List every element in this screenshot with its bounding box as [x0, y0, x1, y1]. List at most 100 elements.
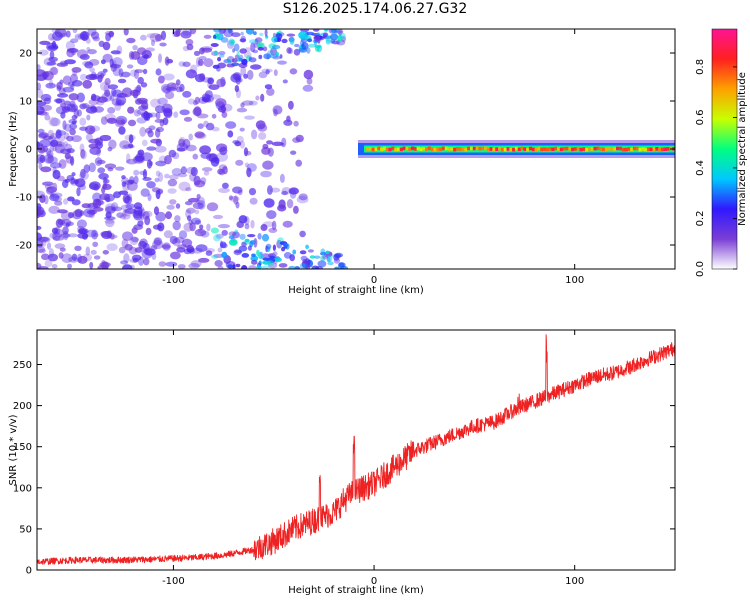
noise-blob	[167, 188, 177, 194]
noise-blob	[56, 85, 62, 92]
noise-blob	[64, 104, 76, 111]
edge-blob	[256, 42, 265, 48]
noise-blob	[101, 260, 106, 265]
edge-blob	[305, 244, 309, 250]
noise-blob	[183, 116, 193, 122]
noise-blob	[158, 155, 167, 164]
edge-blob	[240, 31, 244, 36]
edge-blob	[312, 29, 320, 32]
noise-blob	[80, 168, 86, 179]
noise-blob	[85, 246, 91, 256]
edge-blob	[252, 49, 259, 54]
signal-cell	[557, 147, 561, 151]
noise-blob	[54, 98, 65, 103]
noise-blob	[157, 222, 165, 232]
noise-blob	[39, 139, 51, 148]
noise-blob	[190, 260, 202, 268]
noise-blob	[83, 164, 91, 173]
noise-blob	[137, 56, 148, 66]
edge-blob	[283, 252, 292, 259]
noise-blob	[80, 73, 87, 81]
noise-blob	[212, 214, 224, 220]
signal-cell	[551, 147, 555, 152]
noise-blob	[194, 209, 200, 215]
noise-blob	[104, 31, 115, 36]
noise-blob	[230, 32, 241, 38]
signal-cell	[624, 147, 628, 152]
noise-blob	[193, 50, 201, 57]
noise-blob	[293, 205, 299, 214]
noise-blob	[178, 61, 186, 67]
noise-blob	[66, 148, 75, 154]
noise-blob	[170, 251, 181, 260]
noise-blob	[40, 166, 52, 173]
signal-cell	[396, 147, 401, 152]
signal-cell	[455, 147, 460, 151]
noise-blob	[126, 37, 136, 44]
edge-blob	[228, 231, 237, 237]
noise-blob	[154, 145, 167, 153]
noise-blob	[74, 245, 82, 251]
noise-blob	[72, 29, 78, 34]
noise-blob	[293, 120, 299, 127]
noise-blob	[192, 153, 199, 160]
noise-blob	[199, 145, 212, 155]
signal-cell	[604, 147, 608, 152]
noise-blob	[207, 77, 215, 85]
noise-blob	[157, 97, 168, 106]
edge-blob	[234, 250, 243, 254]
edge-blob	[307, 38, 313, 43]
signal-cell	[585, 147, 589, 152]
noise-blob	[128, 51, 135, 60]
edge-blob	[322, 32, 329, 38]
noise-blob	[90, 249, 97, 255]
noise-blob	[41, 253, 50, 261]
edge-blob	[258, 54, 263, 60]
signal-cell	[596, 146, 600, 151]
edge-blob	[257, 47, 264, 51]
edge-blob	[338, 262, 346, 268]
signal-cell	[646, 147, 651, 151]
edge-blob	[328, 29, 337, 34]
noise-blob	[139, 126, 147, 137]
noise-blob	[244, 150, 252, 156]
noise-blob	[250, 42, 256, 53]
snr-x-tick-label: -100	[162, 576, 185, 587]
noise-blob	[97, 167, 106, 174]
signal-cell	[618, 146, 622, 151]
noise-blob	[61, 253, 73, 264]
noise-blob	[105, 206, 116, 214]
noise-blob	[77, 255, 88, 264]
signal-cell	[528, 146, 533, 151]
edge-blob	[251, 259, 258, 265]
signal-cell	[458, 147, 462, 151]
noise-blob	[158, 172, 164, 183]
signal-cell	[368, 147, 372, 151]
noise-blob	[79, 117, 87, 126]
edge-blob	[256, 265, 262, 269]
noise-blob	[70, 38, 79, 43]
noise-blob	[118, 68, 124, 78]
edge-blob	[265, 243, 272, 250]
noise-blob	[64, 59, 76, 65]
edge-blob	[327, 261, 334, 266]
noise-blob	[201, 167, 213, 172]
colorbar-gradient	[711, 28, 738, 270]
noise-blob	[126, 153, 131, 163]
edge-blob	[308, 43, 316, 48]
noise-blob	[108, 139, 117, 150]
signal-cell	[587, 147, 592, 151]
noise-blob	[179, 109, 190, 116]
spectrogram-x-tick-label: -100	[162, 275, 185, 286]
snr-x-tick-label: 0	[371, 576, 377, 587]
noise-blob	[37, 266, 49, 269]
noise-blob	[239, 127, 245, 132]
noise-blob	[169, 174, 179, 180]
noise-blob	[134, 69, 144, 74]
edge-blob	[253, 31, 257, 36]
colorbar: 0.0 0.2 0.4 0.6 0.8 Normalized spectral ampl…	[695, 28, 748, 277]
noise-blob	[74, 208, 83, 218]
signal-cell	[439, 147, 443, 152]
noise-blob	[150, 98, 161, 108]
